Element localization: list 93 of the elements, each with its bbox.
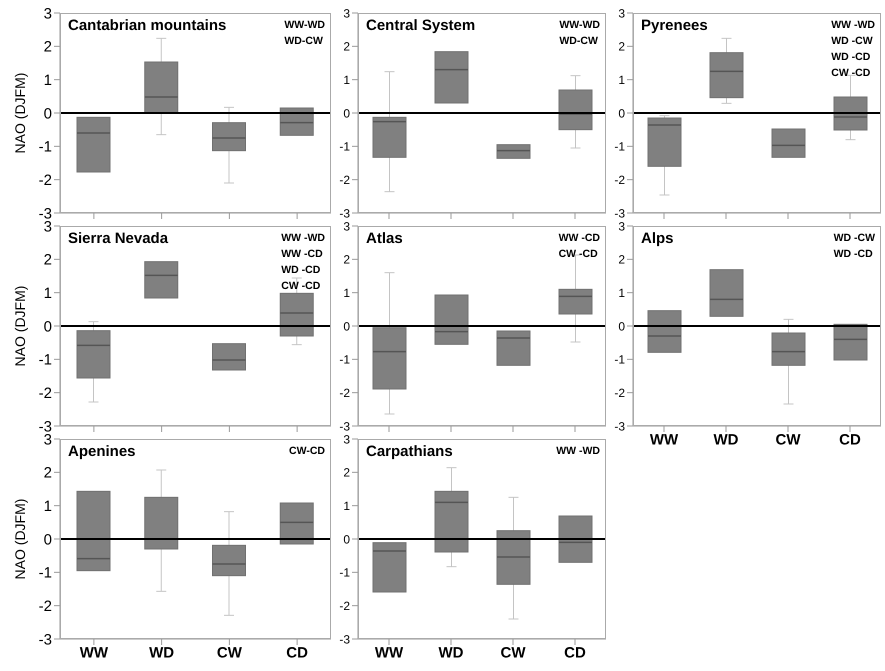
x-tick-label: WW xyxy=(80,644,109,662)
annotation: CW -CD xyxy=(281,279,322,294)
x-tick-label: WD xyxy=(149,644,174,662)
y-tick-label: 1 xyxy=(44,284,52,302)
y-tick-label: 0 xyxy=(618,106,626,120)
x-tick-label: WW xyxy=(650,432,679,449)
y-axis-title: NAO (DJFM) xyxy=(12,286,28,366)
annotation: WW-WD xyxy=(559,18,600,33)
y-tick-label: -3 xyxy=(614,206,626,220)
annotation: WW-WD xyxy=(284,18,325,33)
annotation: WD -CD xyxy=(834,247,874,262)
y-tick-label: 1 xyxy=(343,498,350,513)
annotation: WW -CD xyxy=(558,231,600,246)
y-tick-label: 2 xyxy=(343,466,350,480)
y-tick-label: -2 xyxy=(614,172,626,187)
y-tick-label: 0 xyxy=(343,106,350,120)
annotation: WD -CW xyxy=(834,231,875,246)
annotation: CW -CD xyxy=(558,247,599,262)
y-tick-label: -1 xyxy=(339,140,350,154)
y-tick-label: 2 xyxy=(343,40,350,54)
y-tick-label: -3 xyxy=(339,632,350,646)
y-tick-label: 1 xyxy=(44,72,52,89)
y-tick-label: 0 xyxy=(343,319,350,334)
y-tick-label: 2 xyxy=(618,40,626,54)
y-tick-label: 3 xyxy=(618,219,626,234)
annotation: WD -CD xyxy=(831,50,872,65)
y-tick-label: 2 xyxy=(618,252,626,267)
y-tick-label: -1 xyxy=(38,564,52,582)
x-tick-label: WD xyxy=(714,432,739,449)
y-tick-label: 3 xyxy=(618,6,626,20)
annotation: WD-CW xyxy=(559,34,599,49)
y-tick-label: 0 xyxy=(44,105,52,122)
y-tick-label: -3 xyxy=(38,631,52,648)
annotation: WW -WD xyxy=(281,231,325,246)
chart-title: Cantabrian mountains xyxy=(68,17,226,34)
y-tick-label: -3 xyxy=(614,419,626,434)
y-tick-label: 0 xyxy=(44,531,52,548)
x-tick-label: CW xyxy=(216,644,243,662)
y-tick-label: -1 xyxy=(339,352,350,367)
annotation: CW-CD xyxy=(289,444,325,459)
y-tick-label: 1 xyxy=(618,286,626,300)
y-tick-label: -2 xyxy=(339,386,350,400)
annotation: WD -CD xyxy=(281,263,322,278)
x-tick-label: CW xyxy=(500,644,526,662)
y-tick-label: -1 xyxy=(614,352,626,367)
y-tick-label: 3 xyxy=(44,5,52,22)
annotation: WW -WD xyxy=(831,18,875,33)
chart-title: Pyrenees xyxy=(641,17,708,34)
chart-title: Carpathians xyxy=(366,443,453,460)
annotation: WD -CW xyxy=(831,34,874,49)
x-tick-label: CW xyxy=(776,432,802,449)
y-axis-title: NAO (DJFM) xyxy=(12,498,28,580)
y-tick-label: -1 xyxy=(339,566,350,580)
y-tick-label: 3 xyxy=(343,6,350,20)
y-tick-label: 2 xyxy=(44,464,52,482)
y-tick-label: -1 xyxy=(38,352,52,369)
y-tick-label: -3 xyxy=(339,419,350,434)
y-tick-label: -2 xyxy=(38,384,52,402)
y-tick-label: 2 xyxy=(44,38,52,56)
y-tick-label: 1 xyxy=(343,72,350,87)
x-tick-label: CD xyxy=(286,644,308,662)
y-tick-label: 1 xyxy=(618,72,626,87)
chart-title: Sierra Nevada xyxy=(68,230,168,247)
y-tick-label: -3 xyxy=(339,206,350,220)
annotation: WW -WD xyxy=(556,444,600,459)
y-tick-label: 2 xyxy=(343,252,350,267)
chart-title: Apenines xyxy=(68,443,136,460)
y-tick-label: 0 xyxy=(343,532,350,546)
chart-title: Atlas xyxy=(366,230,403,247)
x-tick-label: WW xyxy=(374,644,404,662)
y-tick-label: 3 xyxy=(343,432,350,446)
annotation: CW -CD xyxy=(831,66,872,81)
y-tick-label: -2 xyxy=(38,172,52,189)
y-tick-label: 2 xyxy=(44,252,52,269)
y-tick-label: -2 xyxy=(339,598,350,613)
annotation: WD-CW xyxy=(284,34,324,49)
x-tick-label: WD xyxy=(438,644,464,662)
y-tick-label: 0 xyxy=(44,318,52,336)
y-tick-label: -2 xyxy=(614,386,626,400)
x-tick-label: CD xyxy=(839,432,861,449)
y-axis-title: NAO (DJFM) xyxy=(12,72,28,154)
x-tick-label: CD xyxy=(564,644,586,662)
y-tick-label: 1 xyxy=(44,498,52,515)
y-tick-label: -2 xyxy=(339,172,350,187)
y-tick-label: 1 xyxy=(343,286,350,300)
y-tick-label: -1 xyxy=(38,138,52,156)
y-tick-label: 3 xyxy=(343,219,350,234)
chart-title: Central System xyxy=(366,17,476,34)
y-tick-label: -1 xyxy=(614,140,626,154)
y-tick-label: -2 xyxy=(38,598,52,615)
annotation: WW -CD xyxy=(281,247,324,262)
y-tick-label: 0 xyxy=(618,319,626,334)
chart-title: Alps xyxy=(641,230,674,247)
